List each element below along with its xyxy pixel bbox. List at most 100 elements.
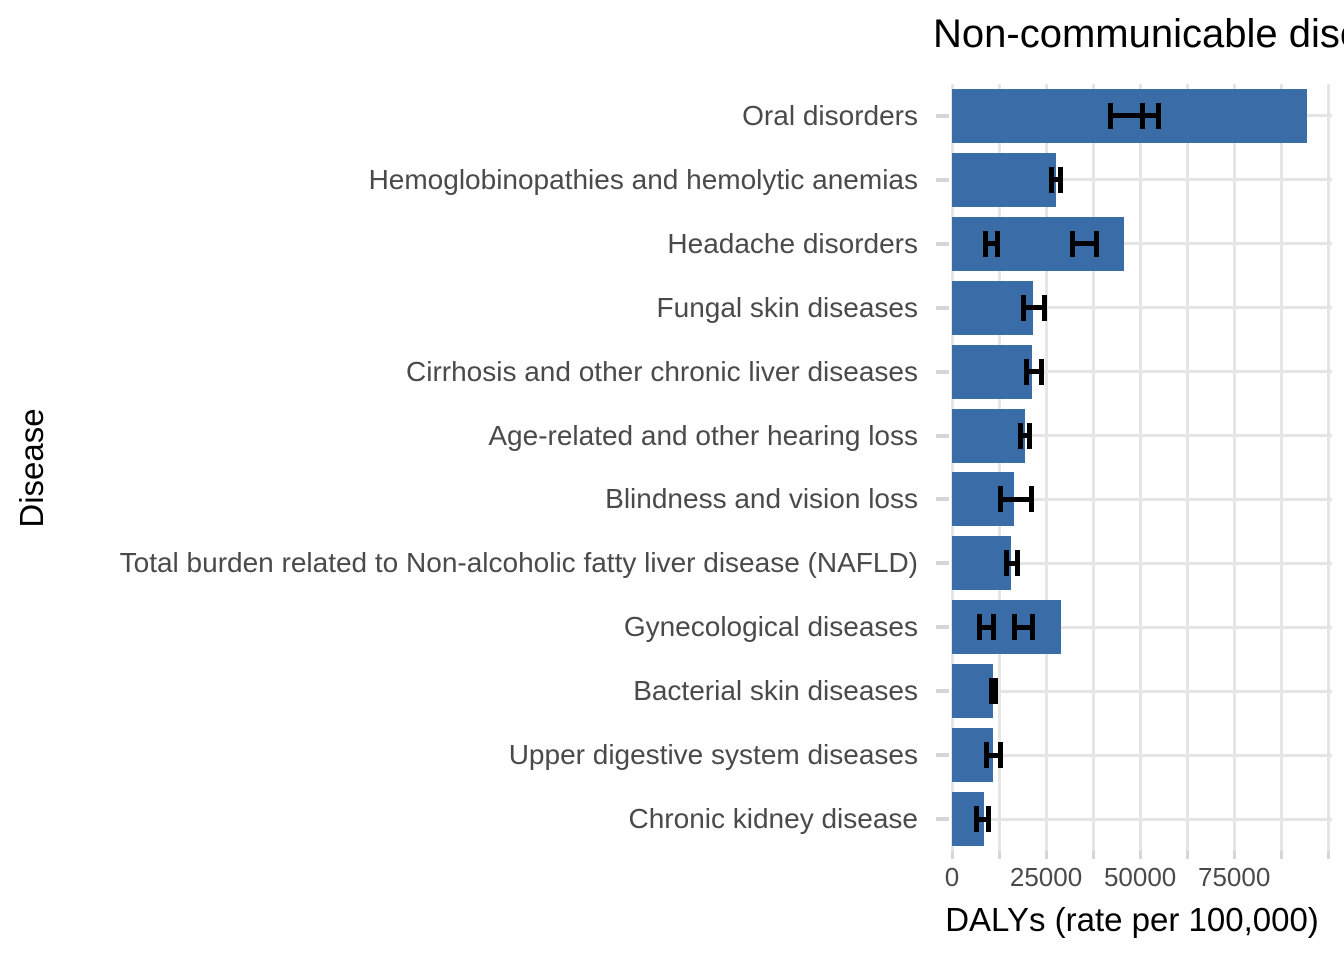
error-bar-cap (1107, 102, 1113, 129)
gridline-horizontal (952, 306, 1332, 310)
y-axis-tick (936, 817, 949, 822)
error-bar (1110, 113, 1142, 119)
x-axis-tick (1044, 851, 1048, 859)
gridline-horizontal (952, 370, 1332, 374)
x-tick-label: 75000 (1198, 862, 1271, 892)
y-axis-tick (936, 561, 949, 566)
error-bar-cap (1023, 358, 1029, 385)
error-bar-cap (997, 742, 1003, 769)
gridline-vertical (1232, 84, 1236, 851)
error-bar (976, 816, 989, 822)
error-bar-cap (1057, 166, 1063, 193)
x-tick-label: 0 (944, 862, 960, 892)
gridline-vertical (997, 84, 1001, 851)
x-axis-tick (1138, 851, 1142, 859)
error-bar-cap (1030, 614, 1036, 641)
bar (952, 152, 1057, 207)
bar (952, 280, 1033, 335)
error-bar-cap (1039, 358, 1045, 385)
gridline-horizontal (952, 561, 1332, 565)
error-bar (1023, 305, 1045, 311)
category-label: Oral disorders (742, 99, 918, 131)
error-bar-cap (1014, 550, 1020, 577)
gridline-horizontal (952, 625, 1332, 629)
category-label: Bacterial skin diseases (633, 675, 918, 707)
category-label: Total burden related to Non-alcoholic fa… (119, 547, 918, 579)
category-label: Cirrhosis and other chronic liver diseas… (406, 355, 918, 387)
gridline-vertical (950, 84, 954, 851)
error-bar (1051, 177, 1061, 183)
x-tick-label: 50000 (1103, 862, 1177, 892)
error-bar-cap (983, 230, 989, 257)
y-axis-tick (936, 369, 949, 374)
category-label: Upper digestive system diseases (508, 739, 918, 771)
bar (952, 408, 1025, 463)
bar (952, 536, 1012, 591)
error-bar-cap (1049, 166, 1055, 193)
x-axis-tick (950, 851, 954, 859)
error-bar (1072, 241, 1097, 247)
x-axis-tick (1326, 851, 1330, 859)
y-axis-tick (936, 305, 949, 310)
error-bar (1020, 433, 1030, 439)
category-label: Blindness and vision loss (605, 483, 918, 515)
error-bar-cap (1027, 422, 1033, 449)
gridline-horizontal (952, 434, 1332, 438)
error-bar (979, 624, 993, 630)
error-bar-cap (1012, 614, 1018, 641)
category-label: Gynecological diseases (623, 611, 918, 643)
y-axis-tick (936, 497, 949, 502)
gridline-vertical (1185, 84, 1189, 851)
y-axis-tick (936, 113, 949, 118)
error-bar-cap (985, 806, 991, 833)
error-bar-cap (1155, 102, 1161, 129)
x-tick-label: 25000 (1009, 862, 1083, 892)
error-bar (1026, 369, 1042, 375)
x-axis-tick (1091, 851, 1095, 859)
error-bar-cap (974, 806, 980, 833)
category-label: Headache disorders (667, 227, 918, 259)
gridline-horizontal (952, 497, 1332, 501)
error-bar-cap (977, 614, 983, 641)
gridline-vertical (1279, 84, 1283, 851)
category-label: Hemoglobinopathies and hemolytic anemias (368, 163, 918, 195)
error-bar-cap (1069, 230, 1075, 257)
category-label: Chronic kidney disease (628, 803, 919, 835)
y-axis-tick (936, 241, 949, 246)
chart-title: Non-communicable diseases (933, 12, 1344, 56)
error-bar (1000, 496, 1031, 502)
bar (952, 664, 993, 719)
y-axis-tick (936, 433, 949, 438)
bar (952, 600, 1062, 655)
error-bar-cap (1028, 486, 1034, 513)
error-bar-cap (1041, 294, 1047, 321)
error-bar (986, 752, 1001, 758)
error-bar-cap (1021, 294, 1027, 321)
y-axis-tick (936, 689, 949, 694)
x-axis-tick (1185, 851, 1189, 859)
error-bar-cap (994, 230, 1000, 257)
error-bar-cap (988, 678, 994, 705)
y-axis-tick (936, 177, 949, 182)
error-bar (1142, 113, 1159, 119)
error-bar (985, 241, 998, 247)
y-axis-tick (936, 625, 949, 630)
gridline-horizontal (952, 753, 1332, 757)
gridline-horizontal (952, 242, 1332, 246)
error-bar-cap (1003, 550, 1009, 577)
error-bar-cap (992, 678, 998, 705)
error-bar-cap (1093, 230, 1099, 257)
error-bar (1014, 624, 1033, 630)
category-label: Fungal skin diseases (656, 291, 918, 323)
error-bar (1006, 560, 1018, 566)
x-axis-tick (1232, 851, 1236, 859)
x-axis-tick (997, 851, 1001, 859)
x-axis-title: DALYs (rate per 100,000) (945, 901, 1319, 938)
y-axis-tick (936, 753, 949, 758)
error-bar-cap (990, 614, 996, 641)
gridline-horizontal (952, 689, 1332, 693)
gridline-horizontal (952, 178, 1332, 182)
gridline-vertical (1091, 84, 1095, 851)
bar (952, 344, 1033, 399)
